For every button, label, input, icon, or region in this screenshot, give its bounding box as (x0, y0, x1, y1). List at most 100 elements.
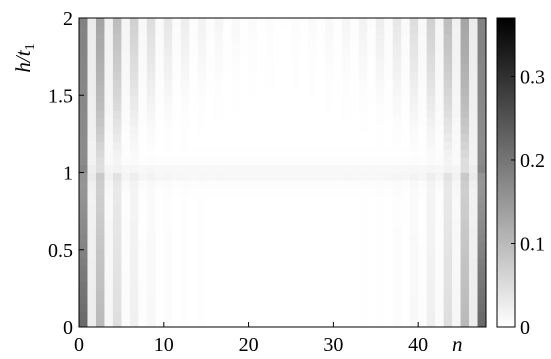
heatmap-cell (418, 172, 427, 181)
heatmap-cell (290, 141, 300, 150)
heatmap-cell (299, 319, 309, 328)
heatmap-cell (79, 296, 88, 305)
heatmap-cell (189, 25, 199, 34)
heatmap-cell (87, 126, 97, 135)
heatmap-cell (248, 257, 258, 266)
heatmap-cell (401, 272, 411, 281)
heatmap-cell (418, 126, 427, 135)
heatmap-cell (274, 126, 283, 135)
heatmap-cell (350, 126, 360, 135)
heatmap-cell (206, 41, 216, 50)
heatmap-cell (121, 18, 131, 27)
heatmap-cell (469, 72, 478, 81)
heatmap-cell (87, 72, 97, 81)
heatmap-cell (469, 180, 478, 189)
heatmap-cell (87, 25, 97, 34)
heatmap-cell (426, 18, 436, 27)
heatmap-cell (274, 249, 283, 258)
heatmap-cell (333, 265, 343, 274)
heatmap-cell (426, 95, 436, 104)
heatmap-cell (341, 95, 351, 104)
heatmap-cell (240, 118, 249, 127)
heatmap-cell (358, 296, 368, 305)
heatmap-cell (231, 79, 241, 88)
heatmap-cell (129, 102, 139, 112)
heatmap-cell (180, 234, 190, 243)
heatmap-cell (443, 141, 453, 150)
heatmap-cell (435, 319, 444, 328)
heatmap-cell (452, 118, 461, 127)
heatmap-cell (172, 25, 182, 34)
heatmap-cell (358, 319, 368, 328)
heatmap-cell (95, 195, 105, 204)
heatmap-cell (129, 242, 139, 251)
heatmap-cell (435, 187, 444, 197)
heatmap-cell (79, 195, 88, 204)
heatmap-cell (223, 249, 232, 258)
heatmap-cell (214, 311, 224, 320)
heatmap-cell (214, 56, 224, 65)
heatmap-cell (189, 272, 199, 281)
heatmap-cell (333, 203, 343, 212)
heatmap-cell (299, 41, 309, 50)
heatmap-cell (316, 257, 326, 266)
heatmap-cell (95, 141, 105, 150)
heatmap-cell (350, 56, 360, 65)
heatmap-cell (214, 164, 224, 173)
heatmap-cell (316, 211, 326, 220)
heatmap-cell (112, 102, 122, 112)
heatmap-cell (460, 87, 470, 96)
heatmap-cell (469, 102, 478, 112)
heatmap-cell (443, 311, 453, 320)
heatmap-cell (409, 257, 419, 266)
heatmap-cell (367, 265, 377, 274)
heatmap-cell (155, 242, 165, 251)
heatmap-cell (452, 195, 461, 204)
heatmap-cell (401, 288, 411, 297)
heatmap-cell (197, 195, 207, 204)
heatmap-cell (189, 265, 199, 274)
heatmap-cell (469, 311, 478, 320)
heatmap-cell (223, 87, 232, 96)
heatmap-cell (333, 172, 343, 181)
heatmap-cell (189, 95, 199, 104)
heatmap-cell (231, 249, 241, 258)
heatmap-cell (316, 218, 326, 227)
heatmap-cell (375, 319, 385, 328)
heatmap-cell (146, 172, 156, 181)
heatmap-cell (95, 102, 105, 112)
heatmap-cell (138, 288, 148, 297)
heatmap-cell (121, 242, 131, 251)
heatmap-cell (257, 242, 266, 251)
heatmap-cell (87, 288, 97, 297)
heatmap-cell (79, 288, 88, 297)
heatmap-cell (274, 234, 283, 243)
heatmap-cell (282, 303, 292, 312)
heatmap-cell (324, 311, 334, 320)
heatmap-cell (307, 272, 317, 281)
heatmap-cell (223, 25, 232, 34)
heatmap-cell (121, 187, 131, 197)
heatmap-cell (163, 172, 173, 181)
heatmap-cell (180, 203, 190, 212)
heatmap-cell (95, 41, 105, 50)
heatmap-cell (87, 319, 97, 328)
heatmap-cell (189, 64, 199, 73)
heatmap-cell (121, 172, 131, 181)
heatmap-cell (324, 203, 334, 212)
heatmap-cell (274, 172, 283, 181)
heatmap-cell (392, 95, 402, 104)
heatmap-cell (282, 56, 292, 65)
heatmap-cell (112, 157, 122, 166)
heatmap-cell (79, 226, 88, 235)
heatmap-cell (146, 226, 156, 235)
heatmap-cell (155, 265, 165, 274)
heatmap-cell (155, 164, 165, 173)
heatmap-cell (392, 48, 402, 57)
heatmap-cell (367, 102, 377, 112)
heatmap-cell (248, 311, 258, 320)
heatmap-cell (426, 25, 436, 34)
heatmap-cell (240, 195, 249, 204)
heatmap-cell (384, 203, 394, 212)
heatmap-cell (409, 187, 419, 197)
